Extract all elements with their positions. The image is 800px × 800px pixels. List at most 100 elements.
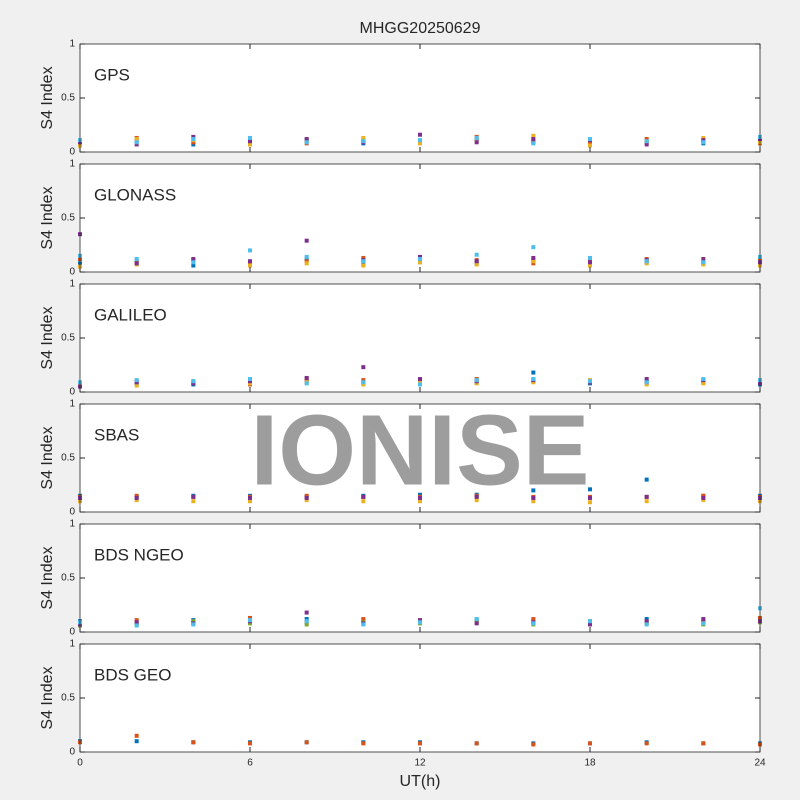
data-point [248, 495, 252, 500]
data-point [304, 619, 309, 624]
data-point [588, 622, 592, 627]
data-point [418, 620, 422, 625]
panel-label: GPS [94, 65, 130, 84]
panel-label: BDS GEO [94, 665, 171, 684]
data-point [644, 619, 649, 624]
y-tick-label: 0.5 [61, 573, 75, 584]
data-point [418, 132, 422, 137]
data-point [304, 381, 309, 386]
data-point [418, 141, 422, 146]
y-tick-label: 0.5 [61, 93, 75, 104]
y-tick-label: 0 [69, 627, 75, 638]
data-point [361, 617, 366, 622]
data-point [304, 254, 309, 259]
data-point [304, 137, 309, 142]
data-point [644, 494, 649, 499]
data-point [531, 370, 536, 375]
data-point [588, 260, 592, 265]
data-point [361, 365, 366, 370]
y-tick-label: 0 [69, 267, 75, 278]
data-point [191, 622, 196, 627]
data-point [248, 248, 252, 253]
data-point [531, 259, 536, 264]
data-point [304, 610, 309, 615]
data-point [361, 139, 366, 144]
data-point [644, 139, 649, 144]
axes-box [79, 283, 761, 393]
data-point [361, 622, 366, 627]
axes-background [80, 164, 760, 272]
data-point [248, 741, 252, 746]
data-point [191, 494, 196, 499]
data-point [134, 498, 139, 503]
y-axis-label: S4 Index [39, 66, 56, 129]
data-point [361, 378, 366, 383]
data-point [304, 261, 309, 266]
data-point [701, 381, 706, 386]
data-point [701, 138, 706, 143]
data-point [134, 495, 139, 500]
data-point [531, 621, 536, 626]
panel-label: GALILEO [94, 305, 167, 324]
data-point [474, 138, 479, 143]
data-point [304, 495, 309, 500]
data-point [701, 498, 706, 503]
data-point [191, 137, 196, 142]
data-point [134, 380, 139, 385]
axes-box [79, 43, 761, 153]
data-point [644, 617, 649, 622]
data-point [474, 381, 479, 386]
data-point [134, 378, 139, 383]
axes-box [79, 403, 761, 513]
data-point [134, 142, 139, 147]
data-point [644, 142, 649, 147]
data-point [248, 377, 252, 382]
data-point [588, 140, 592, 145]
y-tick-label: 1 [69, 279, 75, 290]
data-point [418, 260, 422, 265]
data-point [531, 380, 536, 385]
data-point [304, 259, 309, 264]
data-point [418, 377, 422, 382]
data-point [361, 380, 366, 385]
data-point [474, 259, 479, 264]
data-point [248, 381, 252, 386]
data-point [701, 621, 706, 626]
data-point [134, 618, 139, 623]
data-point [191, 740, 196, 745]
data-point [474, 617, 479, 622]
y-tick-label: 1 [69, 39, 75, 50]
data-point [701, 135, 706, 140]
y-tick-label: 0.5 [61, 453, 75, 464]
data-point [248, 259, 252, 264]
y-tick-label: 0 [69, 147, 75, 158]
axes-box [79, 523, 761, 633]
x-tick-label: 6 [247, 758, 253, 769]
data-point [134, 140, 139, 145]
data-point [644, 259, 649, 264]
data-point [248, 142, 252, 147]
watermark: IONISE [251, 394, 590, 506]
data-point [701, 617, 706, 622]
data-point [644, 382, 649, 387]
x-axis-label: UT(h) [400, 773, 441, 790]
data-point [418, 741, 422, 746]
data-point [644, 377, 649, 382]
data-point [588, 741, 592, 746]
data-point [474, 741, 479, 746]
y-axis-label: S4 Index [39, 666, 56, 729]
y-tick-label: 1 [69, 399, 75, 410]
data-point [248, 615, 252, 620]
y-axis-label: S4 Index [39, 186, 56, 249]
data-point [248, 261, 252, 266]
data-point [191, 381, 196, 386]
data-point [191, 140, 196, 145]
data-point [191, 499, 196, 504]
data-point [588, 379, 592, 384]
data-point [248, 135, 252, 140]
data-point [588, 619, 592, 624]
data-point [588, 143, 592, 148]
data-point [361, 259, 366, 264]
data-point [418, 618, 422, 623]
data-point [418, 379, 422, 384]
